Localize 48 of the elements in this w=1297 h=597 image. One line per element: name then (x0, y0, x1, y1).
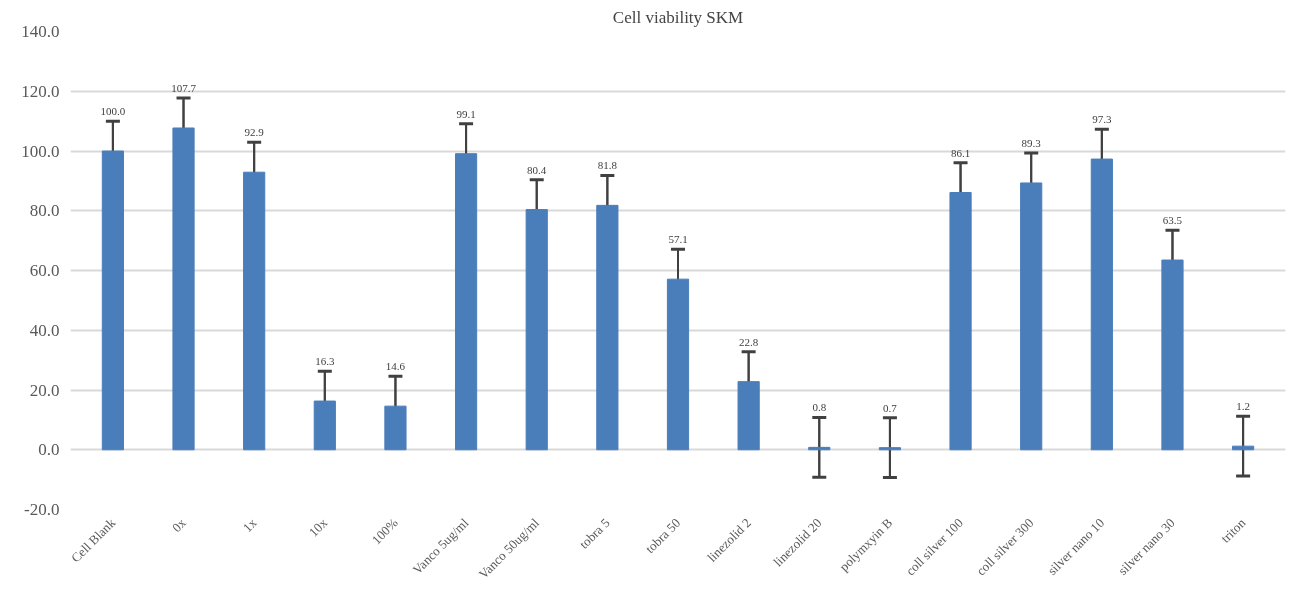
data-label: 100.0 (100, 105, 126, 118)
data-label: 1.2 (1236, 400, 1250, 413)
data-label: 22.8 (739, 335, 759, 348)
bar (384, 405, 407, 451)
y-tick-label: 140.0 (21, 22, 60, 41)
y-tick-label: 100.0 (21, 141, 60, 161)
x-tick-label: tobra 5 (576, 515, 613, 552)
data-label: 89.3 (1021, 137, 1042, 150)
x-tick-label: 10x (305, 514, 331, 540)
bar (101, 150, 124, 451)
y-tick-label: -20.0 (24, 500, 60, 519)
data-label: 86.1 (950, 146, 971, 159)
bar (525, 209, 548, 451)
y-tick-label: 20.0 (29, 380, 60, 400)
bar (454, 153, 478, 451)
data-label: 81.8 (597, 159, 618, 172)
data-label: 0.7 (883, 401, 898, 414)
data-label: 97.3 (1092, 113, 1112, 126)
bar (243, 171, 266, 451)
data-label: 107.7 (171, 82, 197, 95)
data-label: 0.8 (812, 401, 827, 414)
y-tick-label: 40.0 (29, 320, 60, 340)
y-tick-label: 60.0 (29, 261, 60, 280)
bar (666, 278, 690, 451)
y-tick-label: 0.0 (38, 440, 60, 460)
data-label: 92.9 (244, 126, 265, 139)
data-label: 57.1 (668, 233, 688, 246)
bar (737, 381, 760, 451)
y-tick-label: 80.0 (29, 201, 60, 221)
data-label: 99.1 (456, 107, 476, 120)
bar (1090, 158, 1113, 451)
data-label: 80.4 (527, 163, 547, 176)
bar (313, 400, 336, 451)
x-tick-label: 1x (239, 514, 260, 535)
bar (1020, 182, 1043, 451)
data-label: 63.5 (1162, 214, 1183, 227)
bar (596, 204, 619, 451)
x-tick-label: 0x (169, 514, 190, 535)
bar (949, 192, 972, 451)
x-tick-label: tobra 50 (642, 515, 684, 557)
bar (808, 446, 831, 451)
bar (172, 127, 195, 451)
y-tick-label: 120.0 (21, 81, 60, 101)
data-label: 14.6 (385, 360, 406, 373)
bar (1161, 259, 1184, 451)
bar (878, 447, 902, 451)
data-label: 16.3 (315, 355, 335, 368)
chart-title: Cell viability SKM (612, 7, 744, 27)
